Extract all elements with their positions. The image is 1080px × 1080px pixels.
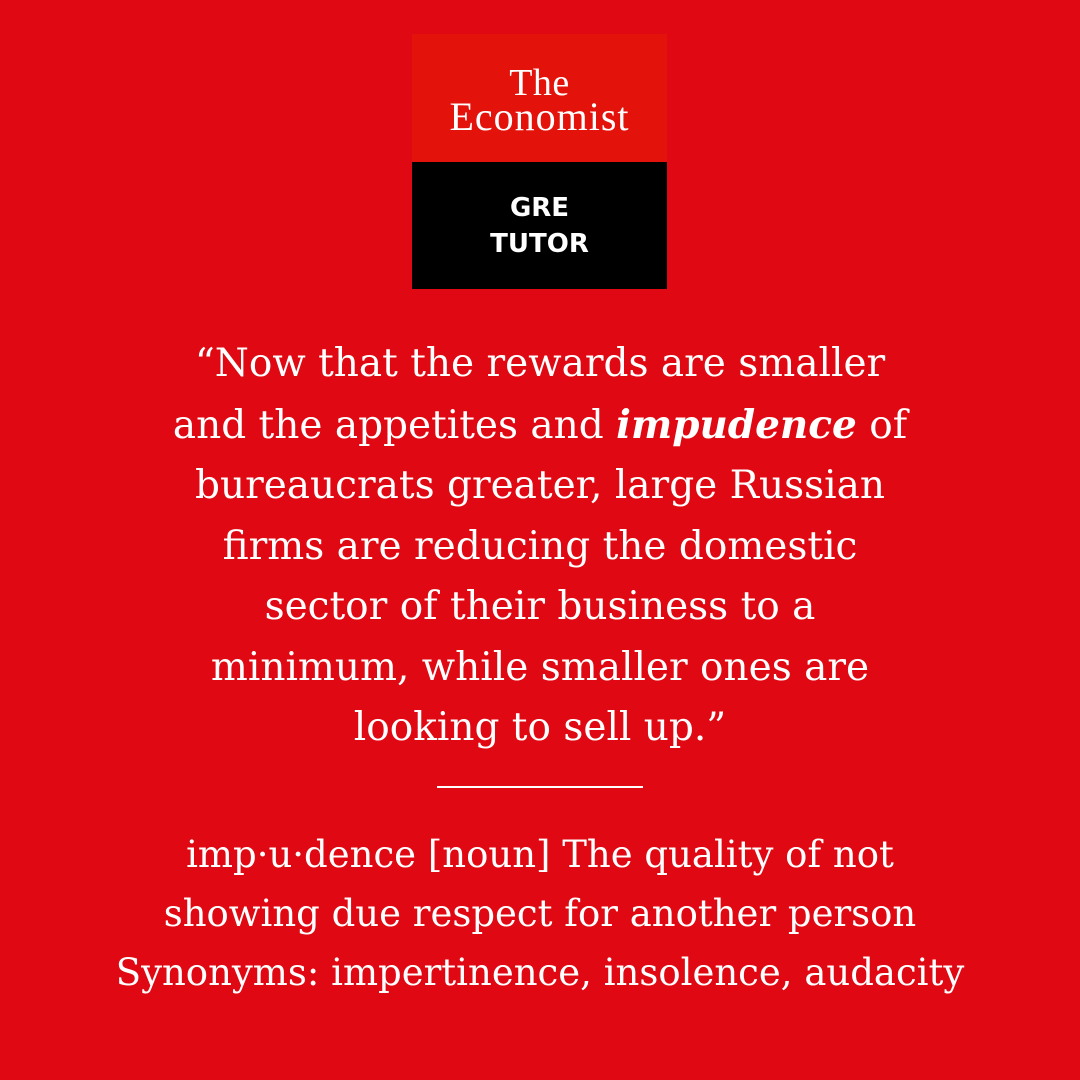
quote-text: “Now that the rewards are smaller and th… (60, 334, 1020, 759)
quote-line: bureaucrats greater, large Russian (194, 463, 885, 508)
synonyms-line: Synonyms: impertinence, insolence, audac… (115, 951, 965, 994)
badge-tutor-text: TUTOR (490, 228, 589, 259)
quote-line: firms are reducing the domestic (222, 523, 858, 569)
quote-line: and the appetites and impudence of (60, 395, 1020, 457)
highlighted-word: impudence (616, 401, 857, 448)
quote-line: minimum, while smaller ones are (210, 644, 870, 690)
logo-the-text: The (509, 62, 570, 104)
divider (437, 786, 643, 788)
definition-line: showing due respect for another person (163, 892, 917, 935)
quote-line-end: of (856, 402, 908, 448)
quote-line: looking to sell up.” (353, 705, 727, 750)
badge-gre-text: GRE (509, 192, 570, 223)
quote-line-start: and the appetites and (172, 402, 617, 448)
economist-gre-tutor-logo: The Economist GRE TUTOR (412, 34, 667, 289)
definition-line: imp·u·dence [noun] The quality of not (186, 833, 894, 876)
quote-line: “Now that the rewards are smaller (194, 341, 886, 386)
definition-text: imp·u·dence [noun] The quality of not sh… (40, 825, 1040, 1002)
logo-economist-text: Economist (449, 94, 630, 139)
quote-line: sector of their business to a (264, 584, 816, 629)
gre-tutor-badge: GRE TUTOR (412, 162, 667, 289)
logo-masthead: The Economist (412, 34, 667, 162)
